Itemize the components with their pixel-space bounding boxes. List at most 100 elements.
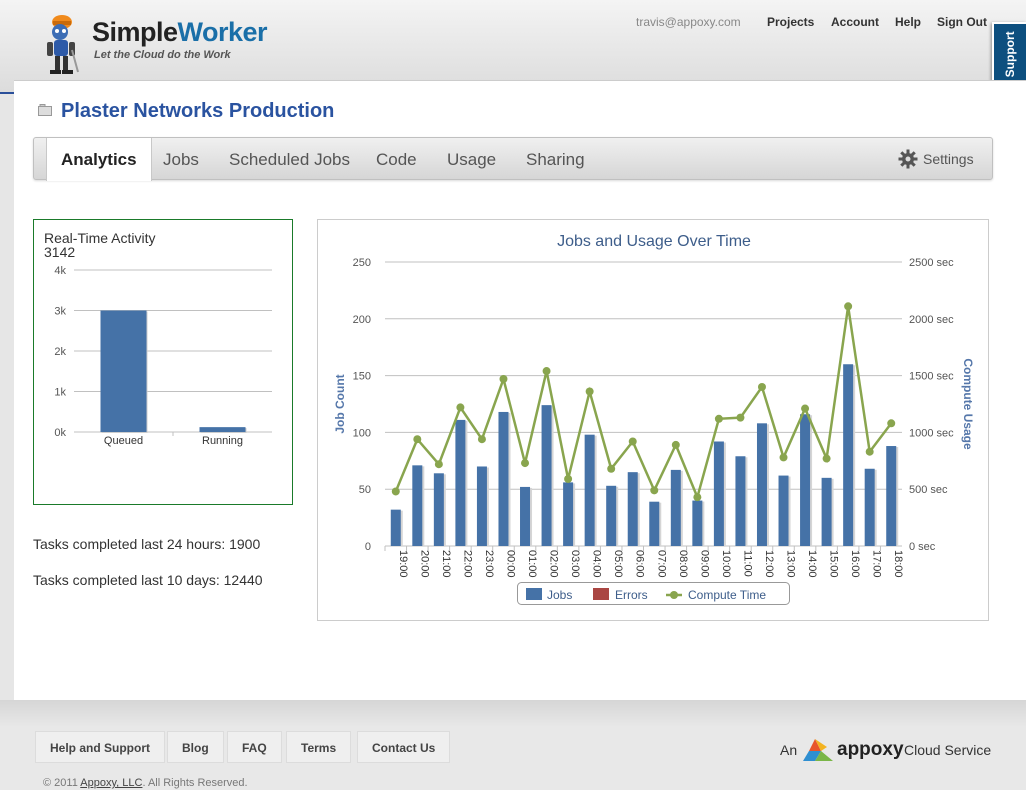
x-tick-label: 04:00 — [591, 550, 603, 578]
x-tick-label: 13:00 — [785, 550, 797, 578]
x-tick-label: 02:00 — [548, 550, 560, 578]
x-tick-label: 16:00 — [849, 550, 861, 578]
footer-blog-link[interactable]: Blog — [167, 731, 224, 763]
jobs-bar — [390, 509, 401, 546]
compute-time-point — [844, 302, 853, 311]
x-tick-label: 06:00 — [634, 550, 646, 578]
footer: Help and Support Blog FAQ Terms Contact … — [0, 700, 1026, 790]
legend-jobs-swatch — [526, 588, 542, 600]
jobs-bar — [627, 472, 638, 546]
tasks-last-10d: Tasks completed last 10 days: 12440 — [33, 572, 263, 588]
footer-contact-link[interactable]: Contact Us — [357, 731, 451, 763]
rt-y-tick-label: 2k — [54, 346, 66, 358]
compute-time-point — [714, 414, 723, 423]
copyright-suffix: . All Rights Reserved. — [142, 777, 248, 789]
jobs-bar — [843, 364, 854, 546]
y2-axis-label: Compute Usage — [961, 358, 975, 450]
appoxy-credit[interactable]: An appoxy Cloud Service — [780, 739, 1000, 767]
brand-part-2: Worker — [177, 17, 268, 47]
x-tick-label: 10:00 — [720, 550, 732, 578]
rt-y-tick-label: 1k — [54, 387, 66, 399]
x-tick-label: 14:00 — [806, 550, 818, 578]
x-tick-label: 15:00 — [828, 550, 840, 578]
settings-label: Settings — [923, 151, 974, 167]
x-tick-label: 09:00 — [698, 550, 710, 578]
compute-time-point — [671, 440, 680, 449]
x-tick-label: 01:00 — [526, 550, 538, 578]
x-tick-label: 21:00 — [440, 550, 452, 578]
nav-account-link[interactable]: Account — [831, 15, 879, 29]
tab-code[interactable]: Code — [376, 150, 417, 169]
y-tick-label: 100 — [353, 427, 371, 439]
tagline: Let the Cloud do the Work — [94, 49, 231, 61]
jobs-bar — [455, 419, 466, 546]
robot-worker-logo-icon[interactable] — [44, 10, 304, 76]
appoxy-name: appoxy — [837, 739, 904, 760]
jobs-bar — [692, 500, 703, 546]
footer-faq-link[interactable]: FAQ — [227, 731, 282, 763]
appoxy-cloud-service: Cloud Service — [904, 742, 992, 758]
compute-time-point — [801, 404, 810, 413]
y2-tick-label: 2500 sec — [909, 257, 954, 269]
x-tick-label: 12:00 — [763, 550, 775, 578]
folder-icon — [38, 104, 52, 116]
legend-compute-marker — [670, 591, 678, 599]
tab-jobs[interactable]: Jobs — [163, 150, 199, 169]
compute-time-point — [477, 435, 486, 444]
compute-time-point — [779, 453, 788, 462]
jobs-bar — [563, 482, 574, 546]
jobs-bar — [864, 468, 875, 546]
tasks-last-24h: Tasks completed last 24 hours: 1900 — [33, 536, 261, 552]
rt-y-tick-label: 4k — [54, 265, 66, 277]
compute-time-point — [693, 493, 702, 502]
x-tick-label: 20:00 — [418, 550, 430, 578]
compute-time-point — [434, 460, 443, 469]
appoxy-an: An — [780, 742, 798, 758]
jobs-bar — [433, 473, 444, 546]
copyright-prefix: © 2011 — [43, 777, 81, 789]
legend-box — [517, 582, 790, 605]
rt-bar — [199, 427, 246, 432]
jobs-bar — [412, 465, 423, 546]
compute-time-point — [736, 413, 745, 422]
y-tick-label: 0 — [365, 541, 371, 553]
copyright-link[interactable]: Appoxy, LLC — [80, 777, 143, 789]
x-tick-label: 00:00 — [504, 550, 516, 578]
tab-usage[interactable]: Usage — [447, 150, 497, 169]
tab-sharing[interactable]: Sharing — [526, 150, 585, 169]
y2-tick-label: 500 sec — [909, 484, 948, 496]
nav-help-link[interactable]: Help — [895, 15, 922, 29]
chart-legend: Jobs Errors Compute Time — [517, 582, 790, 605]
nav-sign-out-link[interactable]: Sign Out — [937, 15, 987, 29]
rt-y-tick-label: 0k — [54, 427, 66, 439]
brand-part-1: Simple — [92, 17, 178, 47]
compute-time-point — [887, 419, 896, 428]
x-tick-label: 22:00 — [461, 550, 473, 578]
y2-tick-label: 2000 sec — [909, 314, 954, 326]
x-tick-label: 05:00 — [612, 550, 624, 578]
compute-time-point — [542, 367, 551, 376]
rt-bar — [100, 310, 147, 432]
y-axis-label: Job Count — [333, 374, 347, 433]
tab-analytics[interactable]: Analytics — [46, 138, 152, 181]
footer-terms-link[interactable]: Terms — [286, 731, 352, 763]
jobs-bar — [670, 469, 681, 546]
compute-time-point — [585, 387, 594, 396]
legend-errors-label: Errors — [615, 588, 648, 602]
x-tick-label: 03:00 — [569, 550, 581, 578]
compute-time-point — [865, 447, 874, 456]
appoxy-logo-icon — [803, 739, 833, 761]
x-tick-label: 23:00 — [483, 550, 495, 578]
x-tick-label: 11:00 — [741, 550, 753, 577]
y2-tick-label: 1500 sec — [909, 371, 954, 383]
nav-projects-link[interactable]: Projects — [767, 15, 815, 29]
footer-help-support-link[interactable]: Help and Support — [35, 731, 165, 763]
x-tick-label: 17:00 — [871, 550, 883, 578]
x-tick-label: 19:00 — [397, 550, 409, 578]
tab-scheduled-jobs[interactable]: Scheduled Jobs — [229, 150, 350, 169]
brand-name[interactable]: SimpleWorker — [92, 17, 268, 48]
user-email: travis@appoxy.com — [636, 15, 741, 29]
jobs-bar — [821, 477, 832, 546]
project-title: Plaster Networks Production — [61, 100, 335, 122]
jobs-usage-chart: Jobs and Usage Over Time0501001502002500… — [333, 233, 975, 605]
